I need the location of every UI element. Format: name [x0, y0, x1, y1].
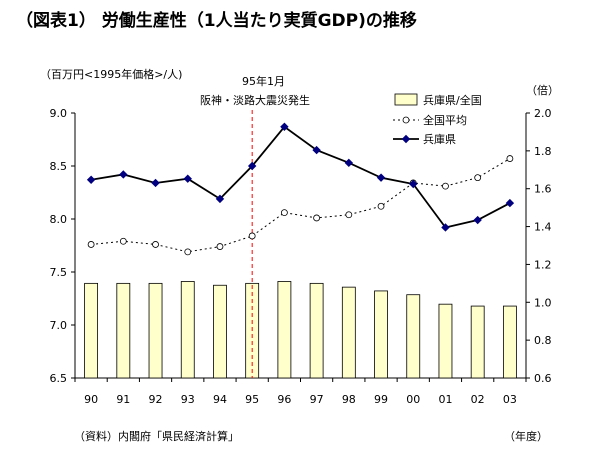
legend-label-ratio: 兵庫県/全国: [423, 93, 482, 107]
point-hyogo: [505, 198, 515, 208]
bar: [116, 282, 131, 379]
x-tick-label: 00: [406, 393, 420, 406]
legend-label-hyogo: 兵庫県: [423, 132, 456, 146]
x-tick-label: 01: [438, 393, 452, 406]
y-left-tick-label: 7.0: [50, 319, 68, 332]
y-right-tick-label: 0.8: [534, 334, 552, 347]
bar: [406, 294, 421, 379]
x-tick-label: 95: [245, 393, 259, 406]
series-line-national-average: [91, 158, 511, 253]
legend-swatch-bar: [394, 93, 418, 106]
point-national-average: [119, 237, 127, 245]
x-tick-label: 93: [181, 393, 195, 406]
x-axis-unit-label: （年度）: [504, 430, 548, 443]
y-left-tick-label: 8.5: [50, 160, 68, 173]
x-tick-label: 92: [149, 393, 163, 406]
source-note: （資料）内閣府「県民経済計算」: [74, 430, 239, 443]
x-tick-label: 91: [116, 393, 130, 406]
point-national-average: [506, 155, 514, 162]
x-tick-label: 02: [471, 393, 485, 406]
point-hyogo: [183, 174, 192, 183]
point-national-average: [152, 241, 159, 248]
point-national-average: [474, 174, 482, 182]
point-national-average: [377, 202, 385, 210]
y-right-tick-label: 1.4: [534, 221, 552, 234]
y-right-tick-label: 1.0: [534, 296, 552, 309]
x-tick-label: 90: [84, 393, 98, 406]
annotation-date: 95年1月: [242, 75, 285, 88]
bar: [180, 281, 195, 379]
annotation-event: 阪神・淡路大震災発生: [200, 94, 310, 107]
y-right-tick-label: 1.8: [534, 145, 552, 158]
point-hyogo: [473, 215, 482, 225]
y-left-tick-label: 6.5: [50, 372, 68, 385]
x-tick-label: 99: [374, 393, 388, 406]
point-hyogo: [344, 158, 354, 168]
y-left-axis-label: （百万円<1995年価格>/人): [40, 68, 183, 81]
y-right-tick-label: 0.6: [534, 372, 552, 385]
point-national-average: [442, 182, 449, 190]
y-left-tick-label: 9.0: [50, 107, 68, 120]
point-hyogo: [151, 178, 160, 188]
point-national-average: [345, 211, 353, 219]
bar: [341, 286, 356, 379]
y-right-tick-label: 2.0: [534, 107, 552, 120]
point-national-average: [87, 241, 95, 248]
x-tick-label: 97: [310, 393, 324, 406]
point-hyogo: [441, 223, 450, 232]
bar: [213, 284, 227, 379]
bar: [309, 282, 324, 379]
bar: [277, 281, 292, 379]
point-national-average: [280, 209, 288, 217]
chart-title: （図表1） 労働生産性（1人当たり実質GDP)の推移: [16, 11, 417, 31]
y-right-tick-label: 1.6: [534, 183, 552, 196]
point-hyogo: [312, 145, 321, 155]
point-hyogo: [86, 175, 96, 184]
point-hyogo: [409, 179, 418, 189]
legend-label-national: 全国平均: [423, 113, 467, 127]
point-national-average: [184, 248, 192, 256]
x-tick-label: 98: [342, 393, 356, 406]
bar: [84, 282, 99, 379]
legend-marker-diamond: [401, 134, 411, 144]
point-national-average: [216, 243, 224, 250]
y-right-axis-label: （倍）: [526, 84, 559, 97]
point-hyogo: [376, 173, 386, 182]
y-left-tick-label: 7.5: [50, 266, 68, 279]
point-national-average: [313, 214, 321, 222]
x-tick-label: 94: [213, 393, 227, 406]
point-hyogo: [247, 161, 257, 171]
bar: [374, 290, 388, 379]
legend-marker-circle: [402, 116, 410, 124]
x-tick-label: 03: [503, 393, 517, 406]
bar: [470, 305, 485, 379]
bar: [502, 305, 517, 379]
point-hyogo: [215, 194, 225, 204]
point-hyogo: [119, 170, 128, 179]
y-right-tick-label: 1.2: [534, 258, 552, 271]
point-hyogo: [280, 122, 289, 131]
point-national-average: [248, 232, 256, 240]
x-tick-label: 96: [277, 393, 291, 406]
series-line-hyogo: [90, 125, 511, 229]
bar: [148, 282, 163, 379]
bar: [438, 303, 453, 379]
y-left-tick-label: 8.0: [50, 213, 68, 226]
